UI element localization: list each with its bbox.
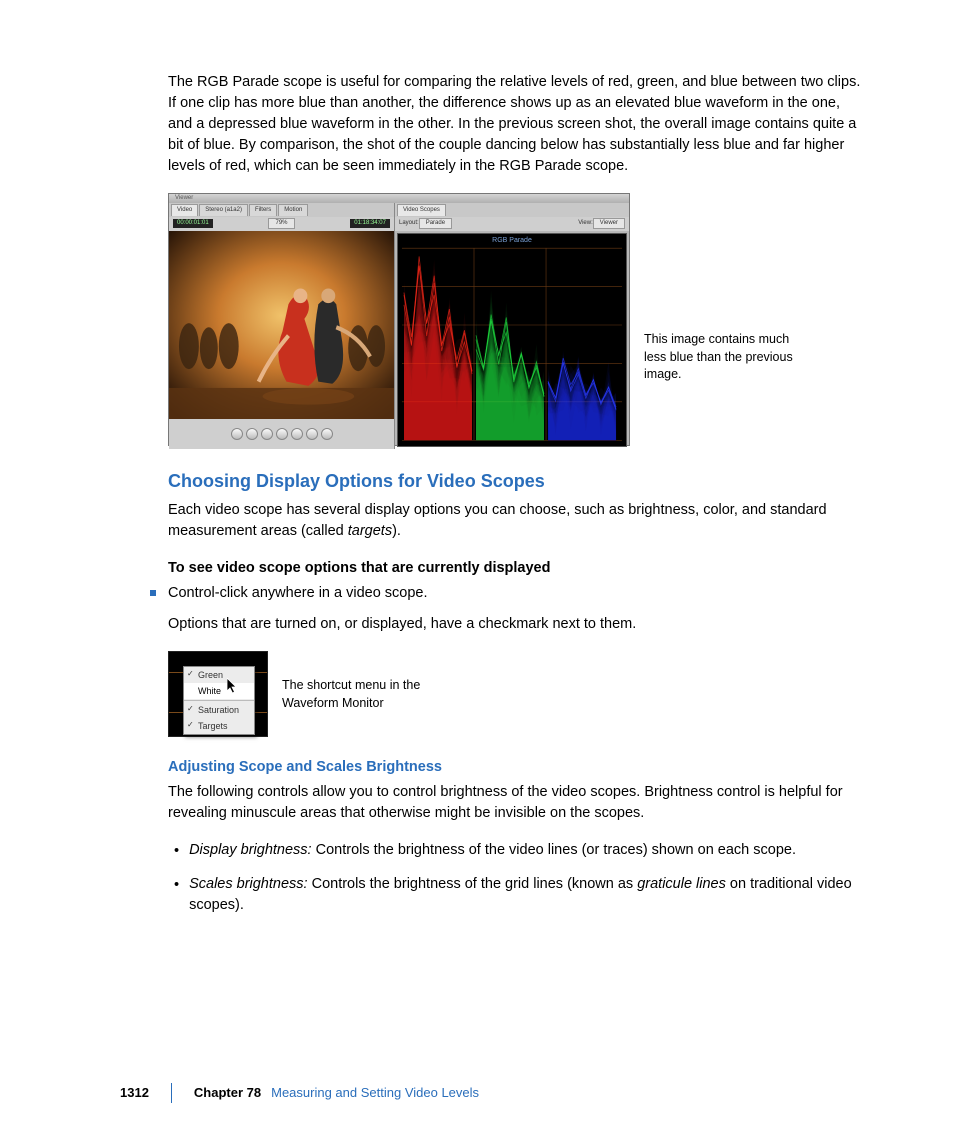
menu-item-targets[interactable]: ✓ Targets xyxy=(184,718,254,734)
chapter-title: Measuring and Setting Video Levels xyxy=(271,1084,479,1103)
figure-1-row: Viewer Video Stereo (a1a2) Filters Motio… xyxy=(168,193,876,446)
fig1-player-canvas xyxy=(169,231,394,419)
fig1-tc-left: 00:00:01:01 xyxy=(173,219,213,228)
subsection-paragraph: The following controls allow you to cont… xyxy=(168,782,868,824)
tab-motion[interactable]: Motion xyxy=(278,204,308,216)
definition-term: Display brightness: xyxy=(189,842,312,858)
transport-button[interactable] xyxy=(291,428,303,440)
layout-dropdown[interactable]: Parade xyxy=(419,218,452,229)
view-dropdown[interactable]: Viewer xyxy=(593,218,625,229)
fig1-viewer-tabs: Video Stereo (a1a2) Filters Motion xyxy=(169,203,394,217)
fig1-titlebar-text: Viewer xyxy=(175,194,193,203)
transport-button[interactable] xyxy=(321,428,333,440)
options-paragraph: Options that are turned on, or displayed… xyxy=(168,614,868,635)
transport-button[interactable] xyxy=(261,428,273,440)
transport-button[interactable] xyxy=(231,428,243,440)
caption-text: This image contains much less blue than … xyxy=(644,332,793,381)
tab-filters[interactable]: Filters xyxy=(249,204,277,216)
menu-separator xyxy=(184,700,254,701)
definition-body: Controls the brightness of the grid line… xyxy=(308,876,638,892)
figure-1-screenshot: Viewer Video Stereo (a1a2) Filters Motio… xyxy=(168,193,630,446)
chapter-label: Chapter 78 xyxy=(194,1084,261,1103)
definition-term: Scales brightness: xyxy=(189,876,307,892)
bullet-marker xyxy=(150,590,156,596)
fig1-transport-controls xyxy=(169,419,394,449)
figure-2-row: ✓ Green White ✓ Saturation ✓ Targets The short… xyxy=(168,651,876,737)
menu-item-label: White xyxy=(198,686,221,696)
figure-2-caption: The shortcut menu in the Waveform Monito… xyxy=(282,677,432,712)
fig1-viewer-pane: Video Stereo (a1a2) Filters Motion 00:00… xyxy=(169,203,395,449)
tab-stereo[interactable]: Stereo (a1a2) xyxy=(199,204,248,216)
menu-item-label: Targets xyxy=(198,721,228,731)
checkmark-icon: ✓ xyxy=(187,703,194,715)
fig1-scope-tabs: Video Scopes xyxy=(395,203,629,217)
transport-button[interactable] xyxy=(246,428,258,440)
menu-item-saturation[interactable]: ✓ Saturation xyxy=(184,702,254,718)
figure-1-caption: This image contains much less blue than … xyxy=(644,331,794,384)
menu-item-label: Green xyxy=(198,670,223,680)
transport-button[interactable] xyxy=(306,428,318,440)
scope-title: RGB Parade xyxy=(398,236,626,246)
footer-divider xyxy=(171,1083,172,1103)
transport-play-button[interactable] xyxy=(276,428,288,440)
fig1-titlebar: Viewer xyxy=(169,194,629,203)
definition-list: • Display brightness: Controls the brigh… xyxy=(168,840,876,916)
definition-item: • Display brightness: Controls the brigh… xyxy=(168,840,876,862)
task-heading: To see video scope options that are curr… xyxy=(168,558,876,579)
cursor-icon xyxy=(227,678,239,694)
fig1-scopes-pane: Video Scopes Layout: Parade View: Viewer… xyxy=(395,203,629,449)
italic-term: targets xyxy=(348,523,392,539)
text-span: Each video scope has several display opt… xyxy=(168,502,827,539)
fig1-viewer-toolbar: 00:00:01:01 79% 01:18:34:07 xyxy=(169,217,394,231)
definition-item: • Scales brightness: Controls the bright… xyxy=(168,874,876,916)
view-label: View: xyxy=(578,219,593,228)
checkmark-icon: ✓ xyxy=(187,719,194,731)
checkmark-icon: ✓ xyxy=(187,668,194,680)
italic-term: graticule lines xyxy=(637,876,726,892)
section-heading: Choosing Display Options for Video Scope… xyxy=(168,468,876,494)
caption-text: The shortcut menu in the Waveform Monito… xyxy=(282,678,420,710)
text-span: ). xyxy=(392,523,401,539)
fig1-zoom-dropdown[interactable]: 79% xyxy=(268,218,294,229)
figure-1-caption-block: This image contains much less blue than … xyxy=(630,331,794,384)
page-footer: 1312 Chapter 78 Measuring and Setting Vi… xyxy=(0,1083,954,1103)
menu-item-label: Saturation xyxy=(198,705,239,715)
bullet-text: Control-click anywhere in a video scope. xyxy=(168,583,428,604)
fig1-scope-toolbar: Layout: Parade View: Viewer xyxy=(395,217,629,231)
layout-label: Layout: xyxy=(399,219,419,228)
figure-2-screenshot: ✓ Green White ✓ Saturation ✓ Targets xyxy=(168,651,268,737)
fig1-tc-right: 01:18:34:07 xyxy=(350,219,390,228)
bullet-dot: • xyxy=(174,875,179,916)
menu-item-white[interactable]: White xyxy=(184,683,254,699)
subsection-heading: Adjusting Scope and Scales Brightness xyxy=(168,757,876,778)
bullet-dot: • xyxy=(174,841,179,862)
rgb-parade-scope: RGB Parade xyxy=(397,233,627,447)
definition-body: Controls the brightness of the video lin… xyxy=(312,842,796,858)
section-intro-paragraph: Each video scope has several display opt… xyxy=(168,500,868,542)
tab-video[interactable]: Video xyxy=(171,204,198,216)
page-number: 1312 xyxy=(120,1084,149,1103)
menu-item-green[interactable]: ✓ Green xyxy=(184,667,254,683)
intro-paragraph: The RGB Parade scope is useful for compa… xyxy=(168,72,868,177)
context-menu: ✓ Green White ✓ Saturation ✓ Targets xyxy=(183,666,255,735)
bullet-item: Control-click anywhere in a video scope. xyxy=(150,583,876,604)
tab-video-scopes[interactable]: Video Scopes xyxy=(397,204,446,216)
